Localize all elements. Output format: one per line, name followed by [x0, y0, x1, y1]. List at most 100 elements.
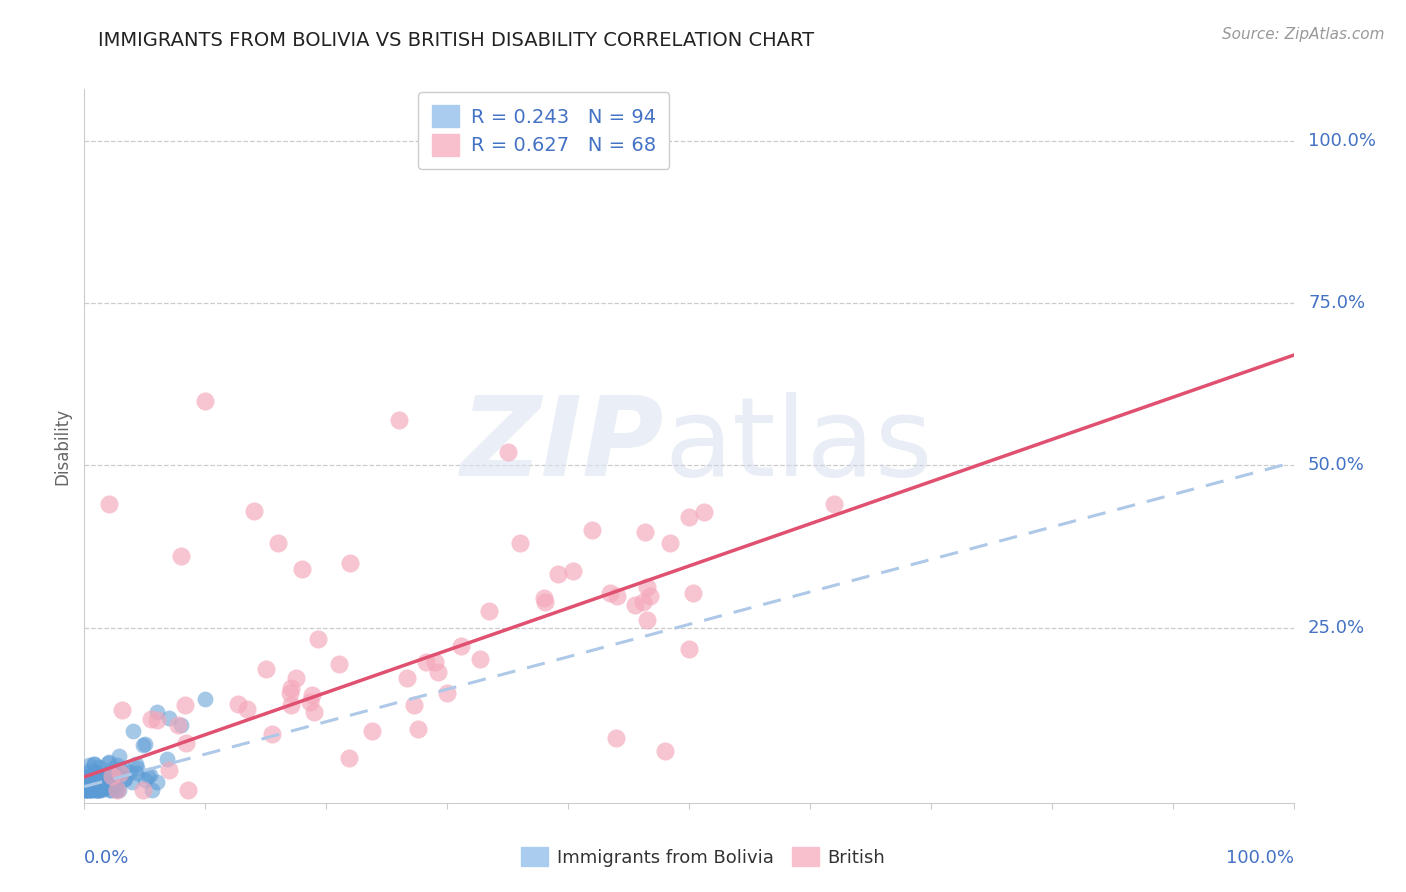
Point [73, 777, 96, 791]
Point [396, 671, 419, 685]
Point [194, 393, 217, 408]
Point [156, 752, 179, 766]
Point [134, 772, 156, 787]
Point [98, 782, 121, 797]
Point [174, 698, 197, 713]
Point [157, 711, 180, 725]
Point [636, 613, 658, 627]
Text: 0.0%: 0.0% [84, 849, 129, 867]
Point [406, 723, 429, 737]
Point [79, 782, 101, 797]
Point [562, 564, 585, 578]
Point [658, 536, 681, 550]
Point [79, 782, 101, 797]
Point [170, 549, 193, 564]
Point [89, 760, 111, 774]
Point [84, 782, 107, 797]
Point [83, 782, 105, 797]
Point [131, 782, 153, 797]
Point [534, 594, 557, 608]
Point [450, 640, 472, 654]
Point [82, 782, 104, 797]
Point [97, 778, 120, 792]
Point [280, 698, 302, 713]
Point [75, 782, 97, 797]
Point [402, 698, 425, 712]
Point [76, 766, 98, 780]
Point [93, 778, 115, 792]
Point [167, 718, 190, 732]
Point [82, 775, 104, 789]
Point [87, 774, 110, 789]
Point [633, 594, 655, 608]
Point [108, 782, 131, 797]
Point [260, 726, 283, 740]
Point [328, 657, 350, 672]
Text: 100.0%: 100.0% [1226, 849, 1294, 867]
Point [77, 772, 100, 787]
Point [86, 768, 108, 782]
Point [103, 773, 125, 788]
Point [105, 757, 128, 772]
Point [388, 413, 411, 427]
Point [605, 731, 627, 745]
Point [97, 497, 120, 511]
Point [90, 771, 112, 785]
Point [678, 641, 700, 656]
Point [547, 566, 569, 581]
Point [89, 770, 111, 784]
Point [93, 780, 115, 795]
Point [599, 586, 621, 600]
Point [89, 782, 111, 797]
Text: 75.0%: 75.0% [1308, 294, 1365, 312]
Point [121, 775, 143, 789]
Point [280, 681, 302, 695]
Point [105, 766, 128, 780]
Point [83, 770, 105, 784]
Point [112, 762, 135, 776]
Point [79, 782, 101, 797]
Point [73, 769, 96, 783]
Point [228, 697, 250, 711]
Point [236, 702, 259, 716]
Point [141, 782, 163, 797]
Point [105, 782, 128, 797]
Point [823, 497, 845, 511]
Point [83, 780, 105, 795]
Point [100, 769, 122, 783]
Point [118, 765, 141, 780]
Point [125, 756, 148, 771]
Point [76, 782, 98, 797]
Point [89, 780, 111, 794]
Point [426, 665, 449, 679]
Point [107, 782, 129, 797]
Point [79, 758, 101, 772]
Point [98, 768, 121, 782]
Point [125, 761, 148, 775]
Point [111, 702, 134, 716]
Point [134, 738, 156, 752]
Text: 50.0%: 50.0% [1308, 457, 1365, 475]
Point [75, 782, 97, 797]
Point [76, 782, 98, 797]
Point [436, 685, 458, 699]
Point [87, 771, 110, 785]
Point [87, 782, 110, 797]
Point [80, 778, 103, 792]
Point [146, 705, 169, 719]
Point [87, 772, 110, 787]
Point [77, 764, 100, 779]
Point [496, 445, 519, 459]
Point [638, 589, 661, 603]
Y-axis label: Disability: Disability [53, 408, 72, 484]
Point [91, 774, 114, 789]
Point [291, 562, 314, 576]
Point [131, 738, 153, 752]
Point [533, 591, 555, 606]
Text: ZIP: ZIP [461, 392, 665, 500]
Point [170, 718, 193, 732]
Point [415, 655, 437, 669]
Point [80, 782, 103, 797]
Point [90, 782, 112, 797]
Point [108, 762, 131, 776]
